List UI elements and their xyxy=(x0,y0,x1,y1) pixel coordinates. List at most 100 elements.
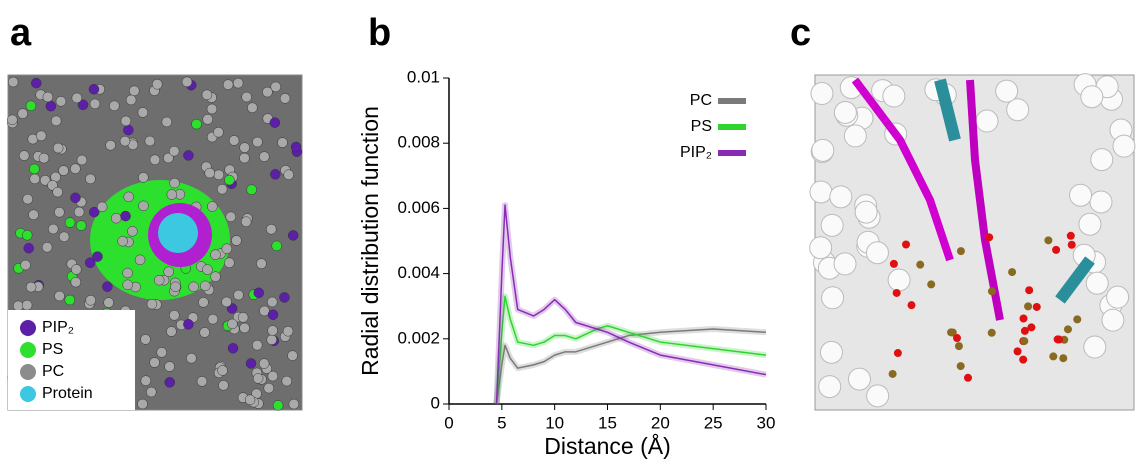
x-tick-label: 5 xyxy=(497,413,506,432)
atom-sphere xyxy=(1078,212,1102,236)
lipid-bead xyxy=(253,287,265,299)
lipid-bead xyxy=(75,220,87,231)
x-axis-label: Distance (Å) xyxy=(544,432,671,459)
lipid-bead xyxy=(52,186,63,198)
structure-detail xyxy=(809,73,1136,408)
lipid-bead xyxy=(231,235,242,246)
lipid-bead xyxy=(282,325,294,337)
atom-sphere xyxy=(866,384,890,408)
panel-label: b xyxy=(368,12,391,54)
lipid-tail xyxy=(851,77,954,262)
head-atom xyxy=(1025,286,1034,295)
lipid-bead xyxy=(138,172,149,183)
lipid-bead xyxy=(221,296,232,308)
head-atom xyxy=(889,259,898,268)
lipid-bead xyxy=(146,386,157,398)
lipid-bead xyxy=(92,251,103,262)
lipid-bead xyxy=(64,217,76,228)
lipid-bead xyxy=(210,271,221,282)
lipid-bead xyxy=(50,115,62,127)
lipid-bead xyxy=(202,114,213,125)
lipid-bead xyxy=(96,201,108,213)
atom-sphere xyxy=(887,268,911,292)
head-atom xyxy=(916,260,925,269)
lipid-bead xyxy=(258,358,270,369)
lipid-bead xyxy=(207,201,218,212)
lipid-bead xyxy=(129,85,140,97)
atom-sphere xyxy=(882,84,906,108)
lipid-bead xyxy=(144,135,156,147)
lipid-bead xyxy=(227,343,239,354)
lipid-bead xyxy=(204,167,215,179)
lipid-bead xyxy=(247,102,258,113)
lipid-bead xyxy=(201,89,213,101)
rdf-line xyxy=(495,295,767,405)
lipid-bead xyxy=(109,100,120,112)
head-atom xyxy=(987,287,996,296)
head-atom xyxy=(902,240,911,249)
lipid-bead xyxy=(31,77,42,89)
atom-sphere xyxy=(1085,271,1109,295)
atom-sphere xyxy=(1101,308,1125,332)
lipid-bead xyxy=(232,77,244,89)
atom-sphere xyxy=(819,340,843,364)
lipid-bead xyxy=(88,206,100,218)
lipid-bead xyxy=(17,108,28,119)
lipid-bead xyxy=(191,118,202,130)
head-atom xyxy=(1032,302,1041,311)
lipid-bead xyxy=(188,281,199,293)
lipid-bead xyxy=(269,117,281,128)
lipid-bead xyxy=(153,274,165,286)
lipid-bead xyxy=(146,298,158,310)
head-atom xyxy=(1044,236,1053,245)
lipid-bead xyxy=(21,229,33,241)
lipid-bead xyxy=(127,226,138,237)
atom-sphere xyxy=(854,200,878,224)
lipid-bead xyxy=(41,242,53,253)
lipid-bead xyxy=(105,139,116,151)
atom-sphere xyxy=(1106,285,1130,309)
lipid-bead xyxy=(73,206,85,218)
lipid-bead xyxy=(213,126,224,138)
head-atom xyxy=(1019,355,1028,364)
lipid-bead xyxy=(163,152,174,164)
lipid-bead xyxy=(183,150,194,161)
lipid-bead xyxy=(196,376,208,387)
lipid-bead xyxy=(38,152,50,164)
legend-swatch xyxy=(20,364,36,380)
lipid-bead xyxy=(55,96,67,107)
lipid-bead xyxy=(123,191,134,203)
x-tick-label: 20 xyxy=(651,413,670,432)
lipid-bead xyxy=(28,209,39,221)
y-tick-label: 0.008 xyxy=(397,133,440,152)
legend-label: PC xyxy=(42,363,64,380)
head-atom xyxy=(892,288,901,297)
lipid-bead xyxy=(221,243,233,254)
lipid-bead xyxy=(222,79,234,90)
lipid-bead xyxy=(18,150,30,161)
atom-sphere xyxy=(865,241,889,265)
lipid-bead xyxy=(287,230,299,241)
lipid-bead xyxy=(42,91,54,103)
lipid-bead xyxy=(267,296,278,308)
lipid-bead xyxy=(64,294,76,306)
lipid-bead xyxy=(166,189,178,200)
legend-label: Protein xyxy=(42,385,93,402)
lipid-bead xyxy=(25,100,37,112)
y-axis-label: Radial distribution function xyxy=(357,106,383,376)
lipid-bead xyxy=(70,192,81,204)
lipid-bead xyxy=(23,242,34,254)
lipid-bead xyxy=(58,165,69,176)
lipid-bead xyxy=(217,365,228,376)
y-tick-label: 0.006 xyxy=(397,198,440,217)
lipid-bead xyxy=(266,334,277,345)
head-atom xyxy=(888,369,897,378)
lipid-bead xyxy=(287,350,298,361)
lipid-bead xyxy=(288,398,300,410)
head-atom xyxy=(893,349,902,358)
lipid-bead xyxy=(122,279,133,291)
atom-sphere xyxy=(809,180,833,204)
head-atom xyxy=(1067,240,1076,249)
protein xyxy=(158,213,198,253)
lipid-bead xyxy=(20,259,31,271)
